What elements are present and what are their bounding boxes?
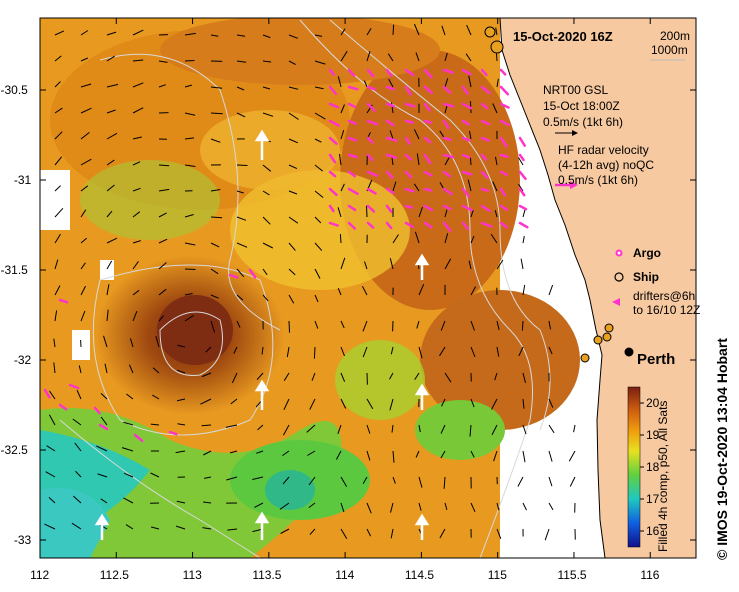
ship-markers: [484, 26, 614, 363]
y-tick-label: -33: [13, 533, 32, 547]
hf-legend-line2: (4-12h avg) noQC: [558, 158, 655, 172]
y-tick-label: -32: [13, 353, 32, 367]
hf-legend-arrow: [555, 181, 578, 189]
nrt-legend-line1: NRT00 GSL: [543, 83, 609, 97]
x-tick-label: 114.5: [404, 568, 435, 582]
x-tick-label: 114: [335, 568, 355, 582]
map-title: 15-Oct-2020 16Z: [513, 29, 613, 44]
x-tick-label: 113.5: [252, 568, 282, 582]
hf-radar-arrows: [43, 68, 529, 443]
y-tick-label: -31: [13, 173, 32, 187]
perth-marker: [624, 347, 634, 357]
y-tick-label: -32.5: [0, 443, 28, 457]
colorbar-ticks: [640, 402, 644, 532]
nrt-legend-line3: 0.5m/s (1kt 6h): [543, 115, 624, 129]
x-tick-label: 113: [182, 568, 202, 582]
drifter-legend-icon: [612, 298, 620, 306]
model-current-arrows: [44, 23, 576, 541]
colorbar-tick-label: 17: [646, 492, 660, 506]
colorbar-tick-label: 16: [646, 524, 660, 538]
y-tick-label: -31.5: [0, 263, 28, 277]
x-tick-label: 112: [30, 568, 50, 582]
perth-label: Perth: [637, 351, 676, 368]
colorbar-tick-label: 20: [646, 396, 660, 410]
nrt-legend-arrow: [555, 130, 578, 136]
colorbar-tick-label: 18: [646, 460, 660, 474]
argo-legend-icon: [615, 249, 623, 257]
argo-label: Argo: [633, 246, 661, 260]
credit-text: © IMOS 19-Oct-2020 13:04 Hobart: [714, 338, 730, 560]
hf-legend-line3: 0.5m/s (1kt 6h): [558, 173, 639, 187]
land-mass: [500, 18, 696, 558]
nrt-legend-line2: 15-Oct 18:00Z: [543, 99, 620, 113]
x-tick-label: 115.5: [557, 568, 587, 582]
x-tick-label: 115: [487, 568, 507, 582]
bathymetry-contours: [59, 19, 551, 558]
drifters-label-line2: to 16/10 12Z: [633, 303, 701, 317]
x-tick-label: 116: [640, 568, 660, 582]
x-tick-label: 112.5: [99, 568, 129, 582]
y-tick-label: -30.5: [0, 83, 28, 97]
colorbar: [627, 386, 641, 548]
depth-legend-1000m: 1000m: [651, 43, 688, 57]
hf-legend-line1: HF radar velocity: [558, 143, 649, 157]
colorbar-tick-label: 19: [646, 428, 660, 442]
ship-label: Ship: [633, 270, 659, 284]
sst-field: [40, 18, 580, 558]
depth-legend-200m: 200m: [660, 29, 691, 43]
drifter-arrows: [94, 129, 430, 540]
drifters-label-line1: drifters@6h: [633, 289, 696, 303]
ship-legend-icon: [614, 272, 624, 282]
